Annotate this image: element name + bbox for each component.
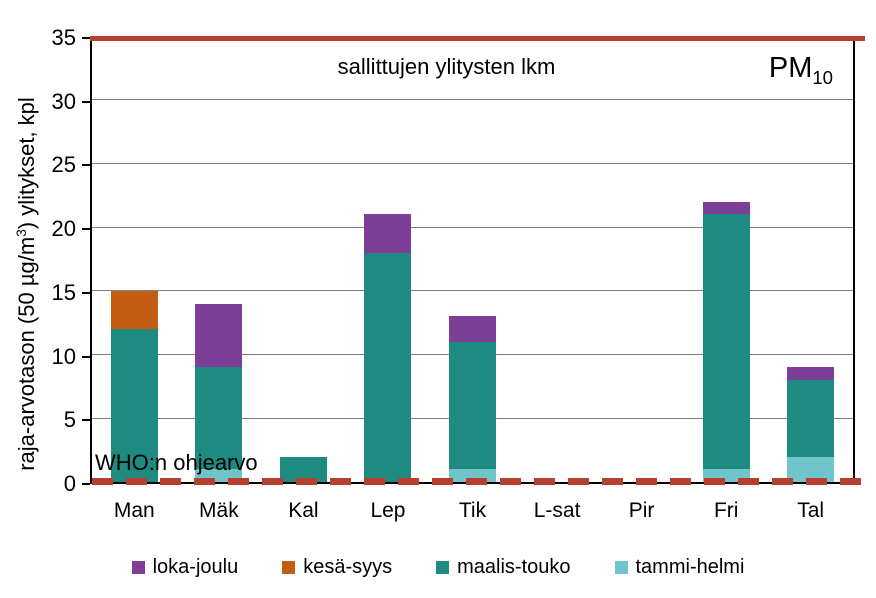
chart-title: sallittujen ylitysten lkm: [337, 54, 556, 79]
x-axis-label-Man: Man: [113, 499, 155, 522]
bar-segment-Mäk-loka-joulu: [195, 303, 243, 368]
y-tick: [82, 164, 90, 167]
x-axis-label-Tal: Tal: [797, 499, 825, 522]
y-tick: [82, 37, 90, 39]
legend-label: kesä-syys: [303, 556, 393, 578]
x-axis-label-Mäk: Mäk: [199, 499, 239, 522]
legend-label: loka-joulu: [152, 556, 239, 578]
y-tick: [82, 228, 90, 231]
gridline: [92, 99, 853, 101]
bar-segment-Man-kesä-syys: [110, 290, 158, 330]
y-tick-label: 15: [51, 279, 76, 305]
gridline: [92, 290, 853, 292]
legend-item-kesä-syys: kesä-syys: [282, 556, 392, 579]
x-axis-label-Fri: Fri: [713, 499, 739, 522]
y-tick-label: 35: [51, 25, 76, 50]
y-tick-label: 25: [51, 152, 76, 178]
legend-swatch-icon: [131, 561, 145, 574]
bar-segment-Tik-loka-joulu: [449, 316, 496, 342]
y-tick: [82, 100, 90, 103]
x-axis-label-Pir: Pir: [628, 499, 655, 522]
gridline: [92, 162, 853, 164]
y-tick-label: 30: [51, 88, 76, 114]
gridline: [92, 226, 853, 228]
bar-segment-Lep-loka-joulu: [364, 214, 412, 253]
x-axis-label-Lep: Lep: [370, 499, 406, 522]
legend-item-maalis-touko: maalis-touko: [436, 556, 571, 579]
y-tick-label: 20: [51, 216, 76, 242]
bar-segment-Tal-maalis-touko: [787, 380, 835, 457]
x-axis-label-Tik: Tik: [458, 499, 487, 522]
legend-swatch-icon: [282, 561, 296, 574]
plot-area: sallittujen ylitysten lkm PM10 WHO:n ohj…: [90, 36, 865, 485]
y-tick-label: 0: [63, 471, 76, 496]
legend-label: tammi-helmi: [635, 556, 745, 578]
y-tick: [82, 419, 90, 422]
y-tick-label: 5: [63, 407, 76, 433]
allowed-exceedances-line: [90, 36, 865, 41]
legend-item-tammi-helmi: tammi-helmi: [614, 556, 745, 579]
y-tick: [82, 355, 90, 358]
pollutant-label-text: PM: [768, 52, 813, 84]
y-tick: [82, 483, 90, 485]
x-axis-label-L-sat: L-sat: [533, 499, 581, 522]
bar-segment-Tik-maalis-touko: [449, 341, 496, 470]
bar-segment-Man-maalis-touko: [110, 329, 158, 482]
bar-segment-Lep-maalis-touko: [364, 252, 412, 482]
legend-item-loka-joulu: loka-joulu: [131, 556, 239, 579]
y-axis-title-superscript: 3: [13, 229, 29, 237]
legend: loka-joulu kesä-syys maalis-touko tammi-hel…: [0, 556, 876, 579]
y-tick: [82, 291, 90, 294]
bar-segment-Fri-maalis-touko: [702, 214, 750, 470]
bar-segment-Tal-tammi-helmi: [787, 456, 835, 482]
y-tick-label: 10: [51, 343, 76, 369]
legend-swatch-icon: [614, 561, 628, 574]
pollutant-label: PM10: [769, 52, 833, 89]
bar-segment-Tal-loka-joulu: [787, 367, 835, 381]
pollutant-label-subscript: 10: [812, 66, 833, 88]
bar-segment-Kal-maalis-touko: [279, 456, 327, 482]
who-guideline-line: [92, 478, 865, 485]
legend-label: maalis-touko: [457, 556, 571, 578]
x-axis-label-Kal: Kal: [288, 499, 319, 522]
bar-segment-Mäk-maalis-touko: [195, 367, 243, 470]
who-guideline-label: WHO:n ohjearvo: [95, 450, 258, 475]
bar-segment-Fri-loka-joulu: [702, 201, 750, 215]
legend-swatch-icon: [436, 561, 450, 574]
